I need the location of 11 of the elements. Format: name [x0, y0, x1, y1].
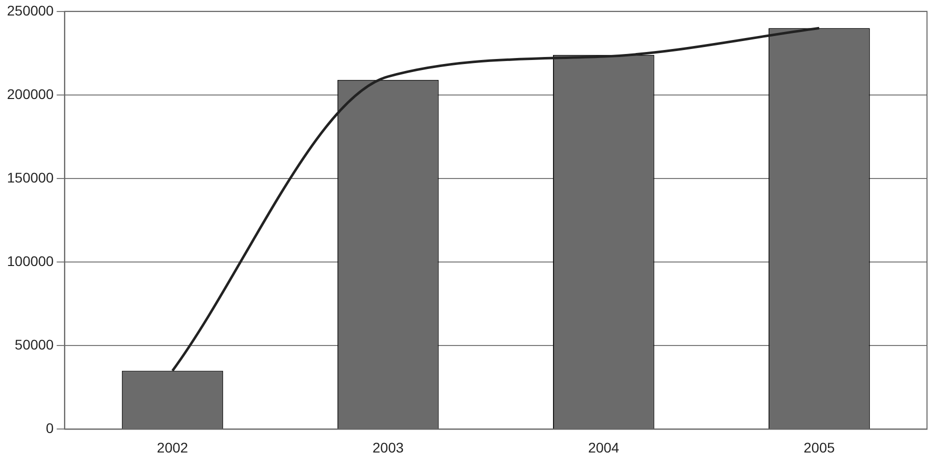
y-tick-label: 0	[46, 420, 54, 436]
line-series	[171, 26, 820, 372]
x-tick-label: 2002	[156, 439, 188, 456]
x-tick-label: 2003	[372, 439, 404, 456]
y-tick-label: 250000	[7, 2, 54, 18]
x-tick-label: 2005	[804, 439, 835, 456]
y-tick-label: 100000	[7, 252, 54, 269]
x-tick-label: 2004	[588, 439, 620, 456]
y-tick-label: 200000	[7, 86, 54, 102]
y-tick-label: 50000	[14, 336, 54, 352]
y-tick-label: 150000	[7, 169, 54, 186]
